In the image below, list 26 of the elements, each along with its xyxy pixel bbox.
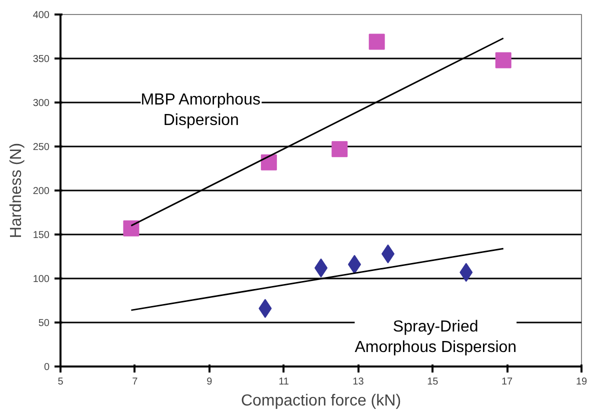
y-tick-label: 150 xyxy=(32,230,50,241)
x-tick-label: 15 xyxy=(427,376,439,388)
y-tick-label: 350 xyxy=(32,54,50,65)
point xyxy=(123,220,140,236)
y-tick-label: 100 xyxy=(32,274,50,285)
y-tick-label: 50 xyxy=(38,318,50,329)
x-tick-label: 11 xyxy=(278,376,290,388)
x-tick-label: 9 xyxy=(206,376,213,388)
series-label: MBP Amorphous Dispersion xyxy=(140,92,260,129)
y-tick-label: 250 xyxy=(32,142,50,153)
point xyxy=(260,154,277,170)
x-axis-title: Compaction force (kN) xyxy=(240,392,402,410)
x-tick-label: 19 xyxy=(576,376,588,388)
x-tick-label: 13 xyxy=(352,376,364,388)
point xyxy=(332,141,348,158)
x-tick-label: 17 xyxy=(502,376,514,388)
point xyxy=(495,52,512,68)
x-tick-label: 5 xyxy=(58,376,64,388)
y-axis-title: Hardness (N) xyxy=(8,142,25,238)
x-tick-label: 7 xyxy=(132,376,138,388)
y-tick-label: 300 xyxy=(32,98,50,109)
y-tick-label: 0 xyxy=(44,362,50,373)
y-tick-label: 400 xyxy=(32,10,50,21)
text: Spray-Dried Amorphous Dispersion xyxy=(354,318,517,356)
y-tick-label: 200 xyxy=(32,186,50,197)
point xyxy=(368,34,385,50)
